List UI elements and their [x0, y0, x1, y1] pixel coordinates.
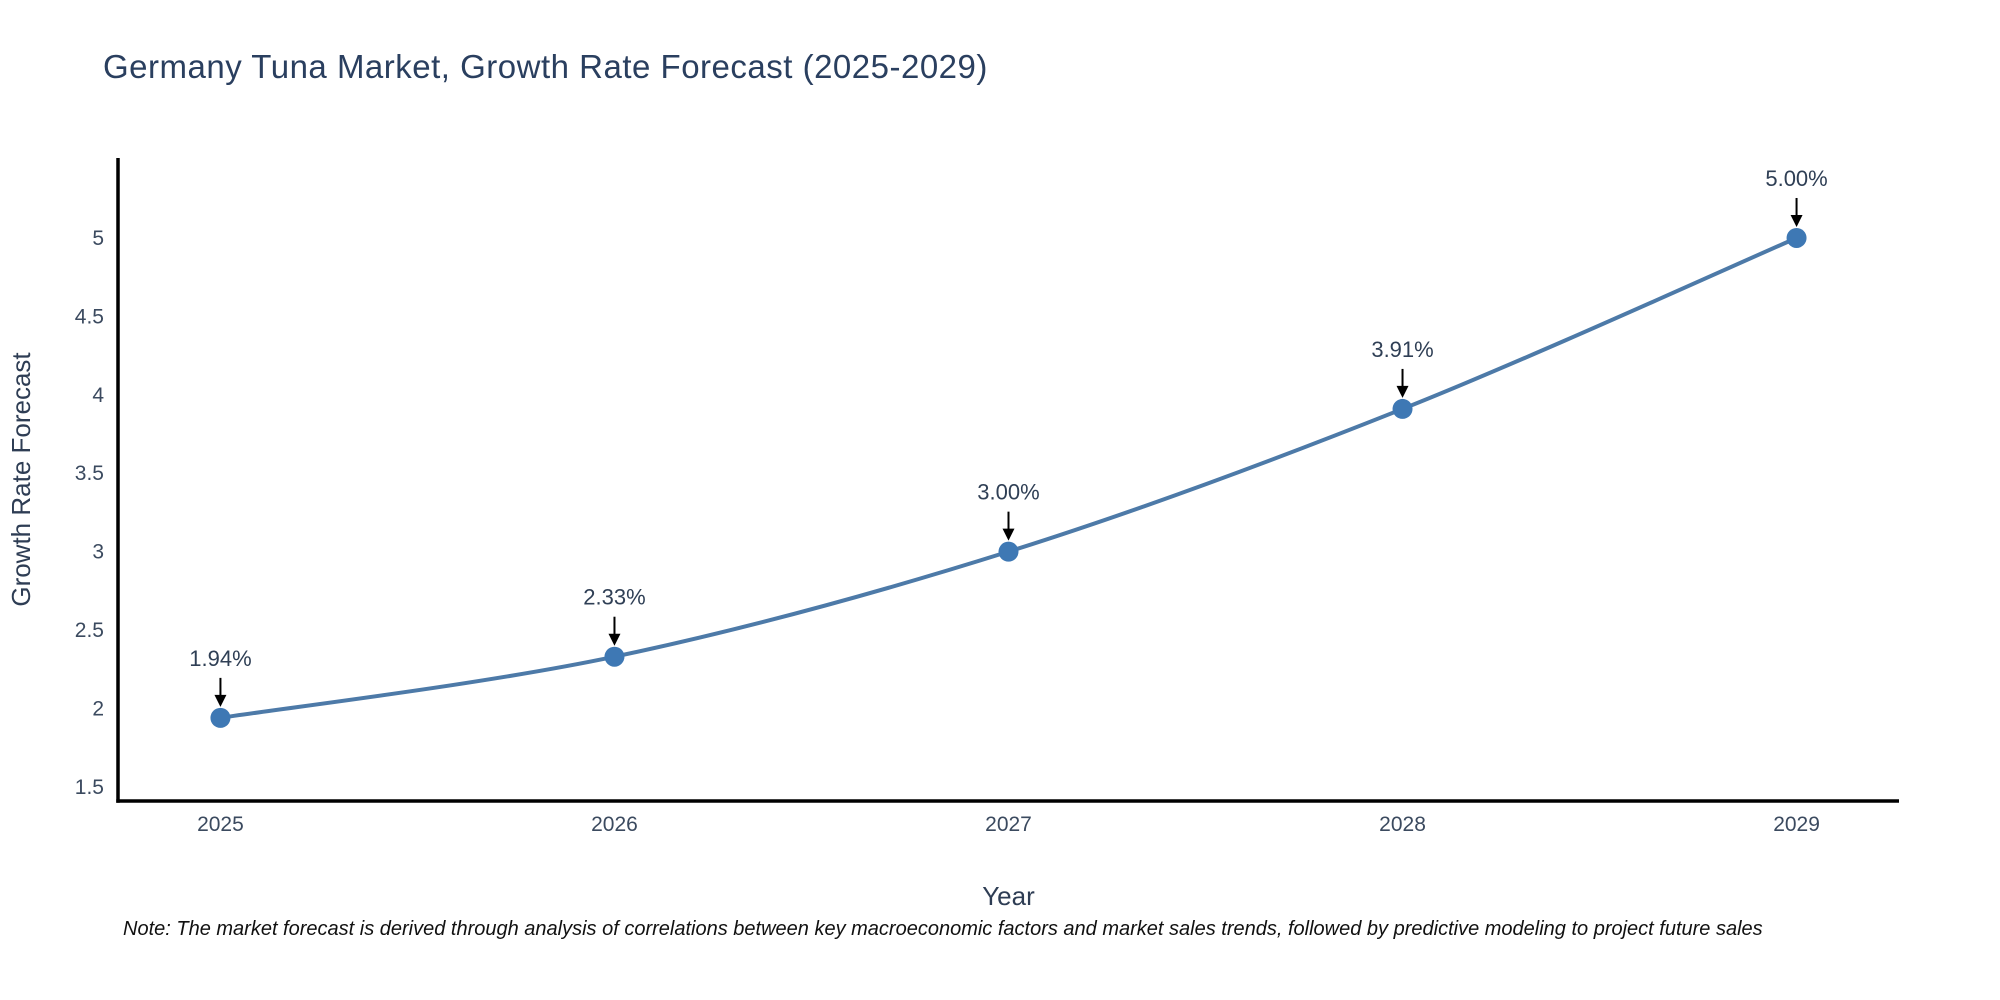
annotation-arrowhead-icon [608, 633, 621, 646]
x-tick-label: 2026 [591, 813, 638, 836]
x-tick-label: 2027 [985, 813, 1032, 836]
x-tick-label: 2025 [197, 813, 244, 836]
x-tick-label: 2028 [1379, 813, 1426, 836]
series-line [218, 235, 1799, 720]
annotation-label: 3.91% [1371, 337, 1433, 362]
y-tick-label: 4 [92, 384, 104, 407]
y-axis-title: Growth Rate Forecast [6, 352, 36, 607]
x-axis-title: Year [982, 881, 1035, 911]
y-tick-label: 3 [92, 541, 104, 564]
data-point-marker [210, 707, 231, 728]
x-tick-label: 2029 [1773, 813, 1820, 836]
y-tick-label: 5 [92, 227, 104, 250]
annotation-arrowhead-icon [1790, 214, 1803, 227]
annotation-label: 2.33% [583, 585, 645, 610]
data-point-marker [998, 541, 1019, 562]
annotation-label: 1.94% [189, 646, 251, 671]
annotation-arrowhead-icon [1002, 528, 1015, 541]
y-tick-label: 2.5 [75, 619, 104, 642]
data-point-marker [1786, 227, 1807, 248]
annotation-arrowhead-icon [214, 694, 227, 707]
y-tick-label: 1.5 [75, 776, 104, 799]
footnote: Note: The market forecast is derived thr… [123, 918, 1763, 940]
annotation-arrowhead-icon [1396, 385, 1409, 398]
data-point-marker [604, 646, 625, 667]
data-point-marker [1392, 398, 1413, 419]
annotation-label: 3.00% [977, 480, 1039, 505]
chart-title: Germany Tuna Market, Growth Rate Forecas… [103, 48, 988, 85]
annotation-label: 5.00% [1765, 166, 1827, 191]
y-tick-label: 2 [92, 697, 104, 720]
y-tick-label: 3.5 [75, 462, 104, 485]
y-tick-label: 4.5 [75, 305, 104, 328]
